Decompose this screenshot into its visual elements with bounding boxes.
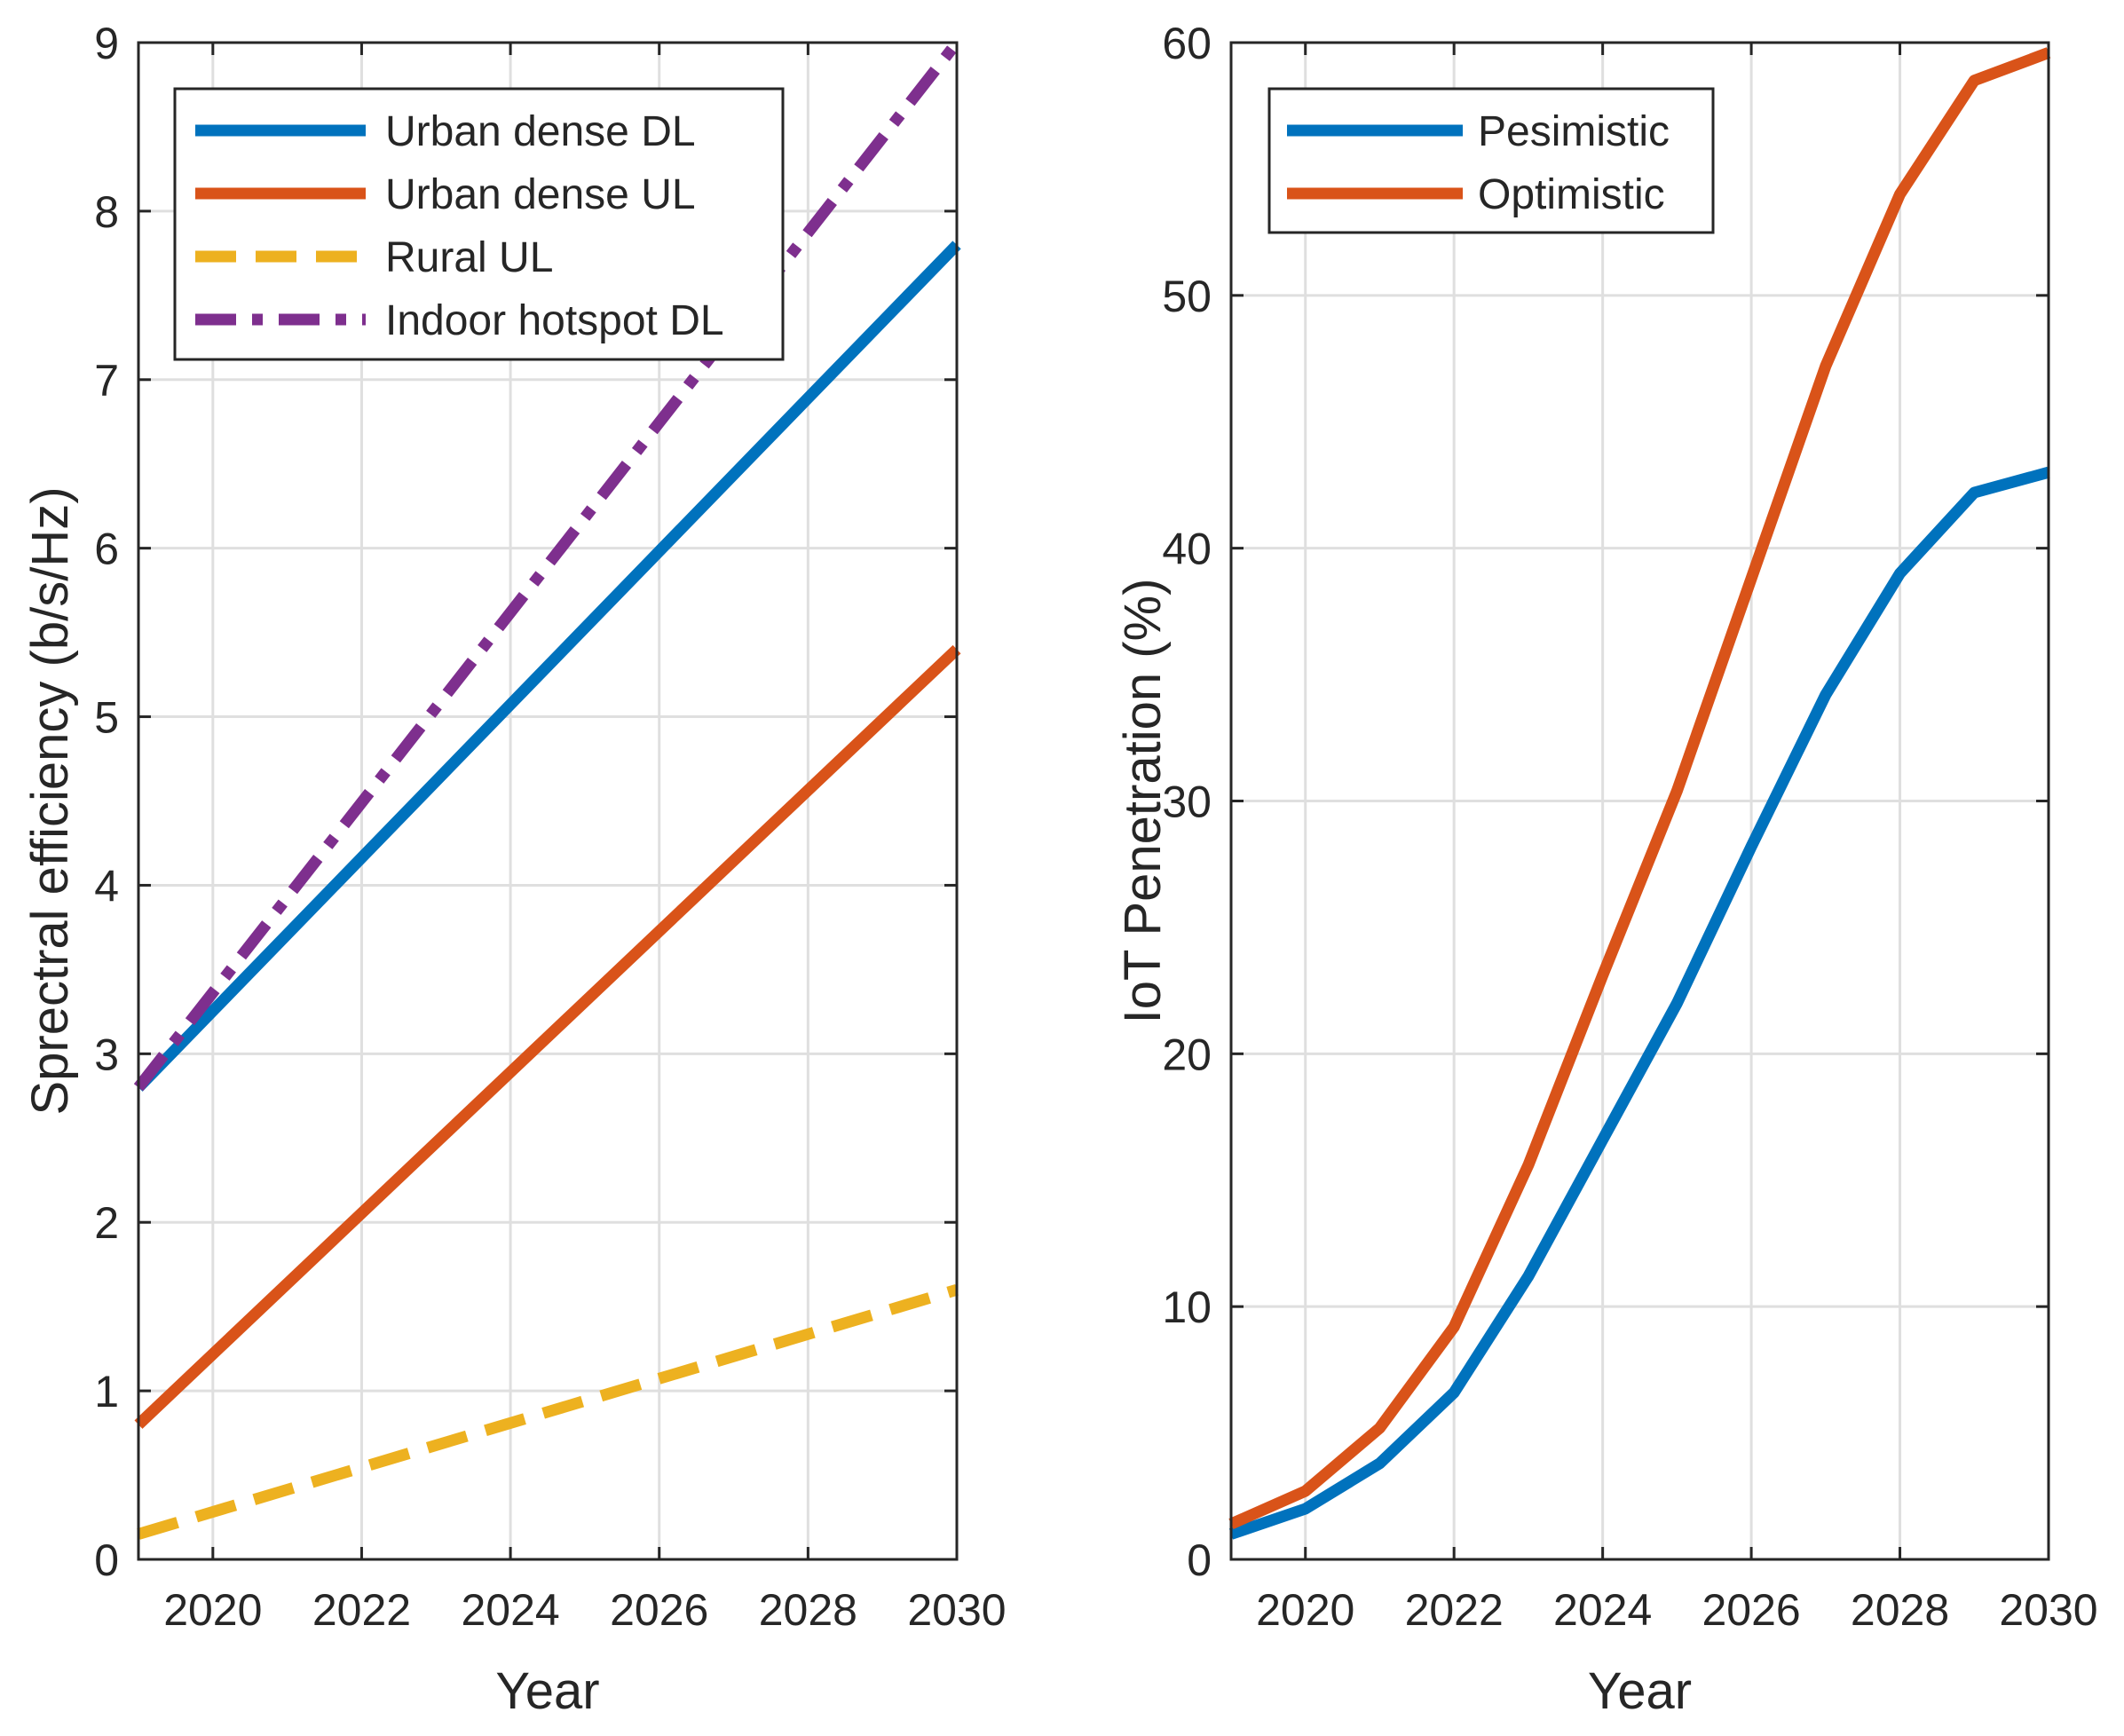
series-line-optimistic [1228, 47, 2051, 1530]
x-tick-label: 2022 [1405, 1585, 1504, 1635]
x-tick-label: 2020 [1256, 1585, 1354, 1635]
x-tick-label: 2028 [759, 1585, 857, 1635]
y-axis-label: Sprectral efficiency (b/s/Hz) [21, 486, 79, 1115]
spectral-efficiency-chart: 2020 2022 2024 2026 2028 2030 0 1 2 3 4 5 6 7 8 9 Year Sp… [21, 19, 1007, 1720]
x-tick-label: 2030 [907, 1585, 1006, 1635]
y-tick-label: 9 [94, 19, 119, 68]
legend-label: Urban dense UL [385, 171, 696, 218]
x-tick-label: 2024 [1553, 1585, 1652, 1635]
legend-box [1267, 87, 1715, 234]
y-tick-label: 1 [94, 1367, 119, 1416]
y-tick-label: 60 [1162, 19, 1212, 68]
legend-label: Pesimistic [1478, 108, 1670, 155]
legend-label: Urban dense DL [385, 108, 696, 155]
series-line-urban-dense-ul [134, 644, 961, 1429]
series-line-urban-dense-dl [134, 241, 961, 1092]
y-tick-label: 2 [94, 1198, 119, 1248]
x-tick-label: 2026 [1702, 1585, 1800, 1635]
x-tick-label: 2028 [1851, 1585, 1949, 1635]
y-tick-label: 50 [1162, 272, 1212, 321]
x-tick-label: 2024 [461, 1585, 559, 1635]
y-tick-label: 7 [94, 356, 119, 406]
y-tick-label: 5 [94, 693, 119, 743]
series-line-rural-ul [137, 1283, 959, 1540]
y-tick-label: 3 [94, 1030, 119, 1079]
x-tick-label: 2026 [610, 1585, 708, 1635]
legend-label: Rural UL [385, 234, 553, 281]
legend: Urban dense DL Urban dense UL Rural UL Indo… [173, 87, 785, 361]
legend-label: Indoor hotspot DL [385, 297, 724, 344]
y-tick-label: 30 [1162, 777, 1212, 827]
axes-box [137, 41, 959, 1561]
y-tick-label: 0 [94, 1535, 119, 1585]
y-tick-label: 4 [94, 861, 119, 911]
y-tick-label: 8 [94, 187, 119, 237]
x-axis-label: Year [1588, 1662, 1692, 1720]
x-tick-label: 2022 [312, 1585, 411, 1635]
x-tick-label: 2030 [1999, 1585, 2097, 1635]
y-tick-label: 6 [94, 525, 119, 574]
iot-penetration-chart: 2020 2022 2024 2026 2028 20300102030405060Yea… [1114, 19, 2098, 1720]
y-tick-label: 40 [1162, 525, 1212, 574]
legend: Pesimistic Optimistic [1267, 87, 1715, 234]
y-tick-label: 0 [1187, 1535, 1212, 1585]
y-axis-label: IoT Penetration (%) [1114, 579, 1172, 1024]
series-line-indoor-hotspot-dl [133, 38, 962, 1092]
x-axis-label: Year [495, 1662, 599, 1720]
x-tick-label: 2020 [163, 1585, 262, 1635]
y-tick-label: 20 [1162, 1030, 1212, 1079]
series-line-pesimistic [1228, 466, 2050, 1540]
legend-label: Optimistic [1478, 171, 1665, 218]
y-tick-label: 10 [1162, 1282, 1212, 1332]
